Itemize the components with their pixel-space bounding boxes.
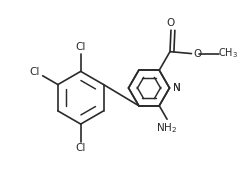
Text: O: O — [167, 18, 175, 28]
Text: NH$_2$: NH$_2$ — [157, 121, 178, 135]
Text: N: N — [174, 83, 181, 93]
Text: Cl: Cl — [76, 143, 86, 153]
Text: Cl: Cl — [76, 42, 86, 52]
Text: N: N — [174, 83, 181, 93]
Text: Cl: Cl — [30, 67, 40, 77]
Text: CH$_3$: CH$_3$ — [217, 47, 238, 61]
Text: O: O — [193, 49, 201, 59]
